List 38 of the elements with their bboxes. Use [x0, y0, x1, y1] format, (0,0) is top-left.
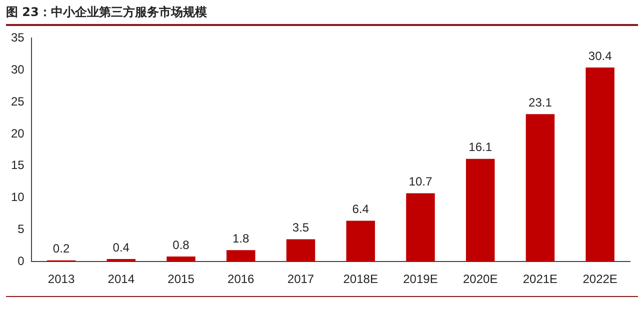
chart-title: 图 23：中小企业第三方服务市场规模: [6, 4, 638, 26]
bar: [166, 256, 196, 262]
bar: [406, 193, 435, 262]
x-tick-label: 2020E: [462, 272, 498, 286]
y-tick-label: 10: [10, 190, 25, 204]
bar: [226, 250, 256, 262]
y-tick-label: 15: [10, 158, 25, 172]
data-label: 0.2: [52, 242, 70, 256]
data-label: 16.1: [468, 140, 492, 154]
x-tick-label: 2018E: [343, 272, 378, 286]
y-tick-label: 0: [18, 254, 25, 268]
x-tick-label: 2013: [48, 272, 75, 286]
data-label: 10.7: [408, 174, 432, 189]
x-tick-label: 2021E: [522, 272, 558, 286]
bar: [346, 220, 375, 262]
data-label: 23.1: [528, 95, 552, 110]
y-tick-label: 25: [10, 94, 25, 108]
data-label: 6.4: [352, 202, 370, 216]
y-tick-label: 20: [10, 126, 25, 140]
data-label: 1.8: [232, 231, 250, 246]
y-tick-label: 5: [18, 222, 25, 236]
bar: [586, 68, 614, 262]
x-tick-label: 2014: [108, 272, 135, 286]
y-tick-label: 30: [10, 62, 25, 76]
bar: [466, 158, 495, 262]
bar: [106, 259, 136, 262]
x-tick-label: 2019E: [403, 272, 438, 286]
x-tick-label: 2022E: [582, 272, 618, 286]
data-label: 30.4: [588, 48, 612, 63]
bar: [286, 239, 316, 262]
data-label: 0.4: [112, 240, 130, 254]
data-label: 3.5: [292, 220, 310, 235]
x-tick-label: 2016: [228, 272, 255, 286]
x-tick-label: 2017: [287, 272, 314, 286]
bar: [526, 114, 555, 262]
y-tick-label: 35: [10, 30, 25, 45]
x-tick-label: 2015: [168, 272, 195, 286]
data-label: 0.8: [172, 238, 190, 252]
